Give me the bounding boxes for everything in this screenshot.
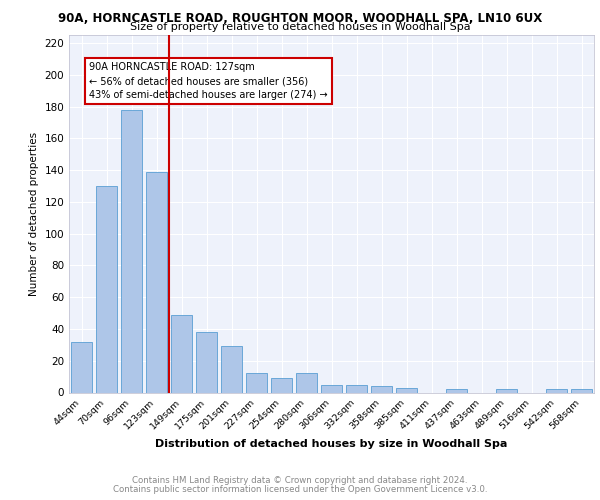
Bar: [546, 390, 567, 392]
Text: Contains HM Land Registry data © Crown copyright and database right 2024.: Contains HM Land Registry data © Crown c…: [132, 476, 468, 485]
Bar: [221, 346, 242, 393]
Text: 90A HORNCASTLE ROAD: 127sqm
← 56% of detached houses are smaller (356)
43% of se: 90A HORNCASTLE ROAD: 127sqm ← 56% of det…: [89, 62, 328, 100]
Bar: [121, 110, 142, 393]
Bar: [396, 388, 417, 392]
Bar: [196, 332, 217, 392]
Bar: [496, 390, 517, 392]
X-axis label: Distribution of detached houses by size in Woodhall Spa: Distribution of detached houses by size …: [155, 440, 508, 450]
Bar: [446, 390, 467, 392]
Y-axis label: Number of detached properties: Number of detached properties: [29, 132, 39, 296]
Bar: [246, 374, 267, 392]
Bar: [171, 314, 192, 392]
Bar: [146, 172, 167, 392]
Bar: [321, 384, 342, 392]
Text: 90A, HORNCASTLE ROAD, ROUGHTON MOOR, WOODHALL SPA, LN10 6UX: 90A, HORNCASTLE ROAD, ROUGHTON MOOR, WOO…: [58, 12, 542, 26]
Bar: [96, 186, 117, 392]
Bar: [371, 386, 392, 392]
Bar: [271, 378, 292, 392]
Text: Contains public sector information licensed under the Open Government Licence v3: Contains public sector information licen…: [113, 484, 487, 494]
Bar: [71, 342, 92, 392]
Bar: [346, 384, 367, 392]
Bar: [571, 390, 592, 392]
Text: Size of property relative to detached houses in Woodhall Spa: Size of property relative to detached ho…: [130, 22, 470, 32]
Bar: [296, 374, 317, 392]
